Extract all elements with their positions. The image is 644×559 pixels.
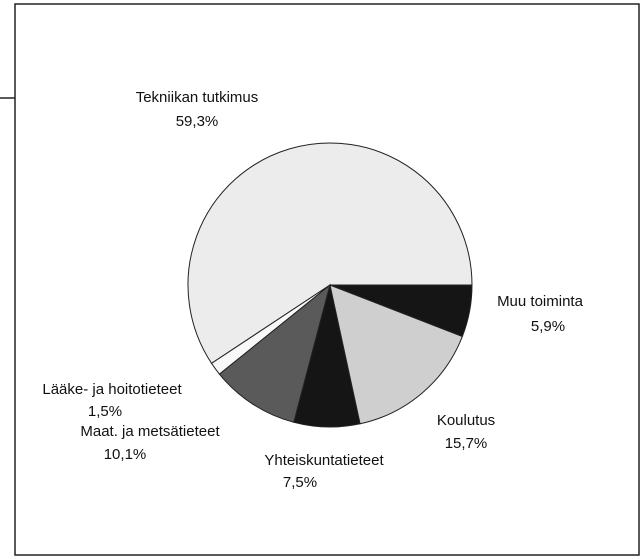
slice-value-label: 7,5% (283, 474, 317, 491)
pie-slice (329, 284, 473, 338)
slice-value-label: 59,3% (176, 113, 219, 130)
frame (14, 3, 640, 556)
slice-value-label: 1,5% (88, 403, 122, 420)
slice-value-label: 5,9% (531, 318, 565, 335)
slice-value-label: 15,7% (445, 435, 488, 452)
slice-label: Koulutus (437, 412, 495, 429)
slice-label: Tekniikan tutkimus (136, 89, 259, 106)
slice-label: Maat. ja metsätieteet (80, 423, 220, 440)
slice-value-label: 10,1% (104, 446, 147, 463)
pie-slice (329, 284, 464, 425)
pie-slice (187, 142, 473, 365)
slice-label: Muu toiminta (497, 293, 584, 310)
slice-label: Lääke- ja hoitotieteet (42, 381, 182, 398)
slice-label: Yhteiskuntatieteet (264, 452, 384, 469)
